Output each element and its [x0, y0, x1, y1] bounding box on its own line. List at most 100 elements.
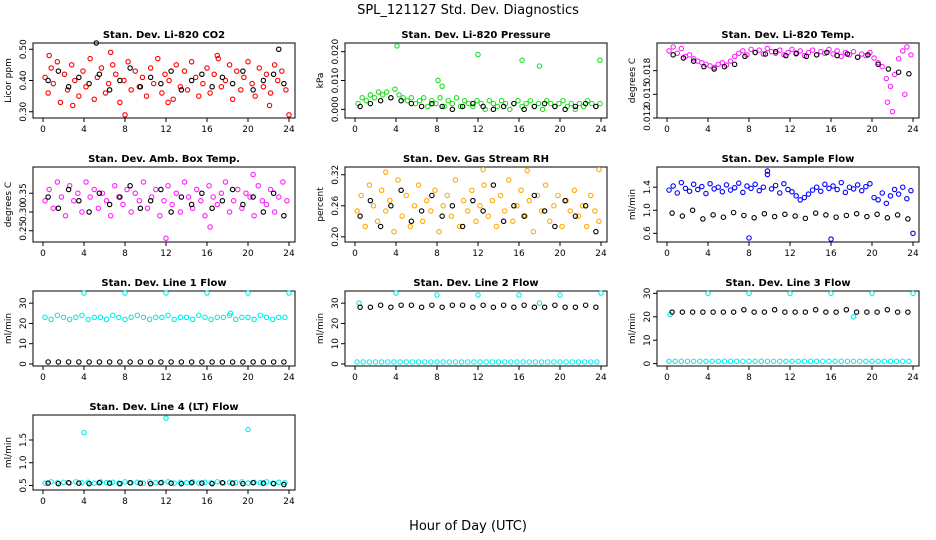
x-tick-label: 8 [122, 125, 128, 135]
y-tick-label: 0.6 [643, 226, 653, 241]
x-tick-label: 0 [352, 249, 358, 259]
data-point [884, 306, 891, 313]
data-point [748, 46, 754, 53]
data-point [802, 215, 809, 222]
data-point [48, 479, 54, 485]
data-point [144, 205, 151, 212]
data-point [275, 194, 282, 200]
data-point [196, 312, 202, 319]
data-point [436, 228, 442, 235]
data-point [471, 359, 477, 365]
data-point [106, 201, 113, 208]
data-point [117, 77, 123, 84]
data-point [117, 480, 123, 487]
data-point [789, 189, 795, 195]
data-point [281, 359, 287, 365]
x-tick-label: 8 [122, 373, 128, 383]
data-point [165, 479, 171, 485]
data-point [163, 415, 169, 421]
data-point [168, 209, 174, 215]
x-tick-label: 8 [434, 373, 440, 383]
data-point [275, 46, 282, 52]
y-tick-label: 10 [643, 334, 653, 346]
x-tick-label: 12 [160, 373, 171, 383]
data-point [557, 292, 563, 298]
data-point [128, 209, 134, 215]
data-point [54, 479, 61, 486]
data-point [393, 290, 399, 296]
data-point [147, 480, 154, 487]
data-point [159, 90, 165, 96]
data-point [403, 359, 409, 365]
data-point [770, 358, 777, 365]
data-point [690, 181, 697, 188]
data-point [703, 358, 709, 365]
data-point [46, 52, 52, 59]
data-point [202, 479, 208, 486]
data-point [881, 358, 888, 365]
data-point [178, 87, 185, 93]
y-tick-label: 0.020 [331, 38, 341, 64]
data-point [377, 302, 384, 308]
data-point [240, 68, 246, 74]
x-tick-label: 20 [866, 373, 878, 383]
data-point [469, 187, 475, 194]
data-point [158, 80, 164, 87]
data-point [46, 186, 52, 193]
data-point [456, 223, 463, 230]
data-point [908, 187, 914, 194]
y-axis-label: ml/min [316, 313, 326, 344]
x-tick-label: 8 [122, 249, 128, 259]
data-point [407, 223, 414, 230]
data-point [360, 359, 366, 365]
data-point [834, 186, 840, 193]
data-point [475, 292, 481, 298]
data-point [511, 100, 517, 107]
x-tick-label: 20 [866, 125, 878, 135]
data-point [181, 179, 188, 185]
data-point [245, 314, 251, 321]
data-point [689, 309, 696, 315]
data-point [785, 186, 791, 193]
data-point [76, 359, 82, 365]
data-point [498, 97, 505, 104]
data-point [163, 235, 169, 242]
data-point [250, 171, 256, 178]
y-axis-label: percent [316, 187, 326, 222]
data-point [822, 181, 828, 188]
data-point [286, 112, 292, 118]
data-point [539, 106, 546, 113]
data-point [875, 197, 881, 203]
data-point [562, 197, 568, 204]
data-point [250, 194, 256, 200]
data-point [470, 304, 476, 310]
data-point [694, 186, 701, 193]
series-1 [666, 44, 914, 115]
data-point [680, 55, 687, 61]
data-point [98, 65, 105, 71]
data-point [895, 191, 902, 197]
data-point [91, 186, 98, 193]
x-tick-label: 8 [746, 249, 752, 259]
data-point [395, 177, 401, 183]
data-point [557, 359, 563, 365]
data-point [572, 103, 579, 110]
data-point [518, 187, 524, 194]
x-tick-label: 16 [825, 249, 837, 259]
y-tick-label: 0.000 [331, 96, 341, 122]
x-tick-label: 4 [705, 125, 711, 135]
data-point [530, 228, 537, 235]
y-tick-label: 0 [19, 361, 29, 367]
data-point [266, 102, 273, 109]
data-point [493, 223, 500, 230]
x-tick-label: 8 [122, 497, 128, 507]
data-point [367, 197, 374, 204]
data-point [863, 358, 869, 365]
data-point [720, 214, 727, 220]
data-point [54, 58, 61, 65]
data-point [497, 192, 504, 199]
data-point [813, 184, 820, 190]
data-point [669, 309, 675, 315]
data-point [789, 46, 795, 53]
data-point [511, 304, 517, 310]
